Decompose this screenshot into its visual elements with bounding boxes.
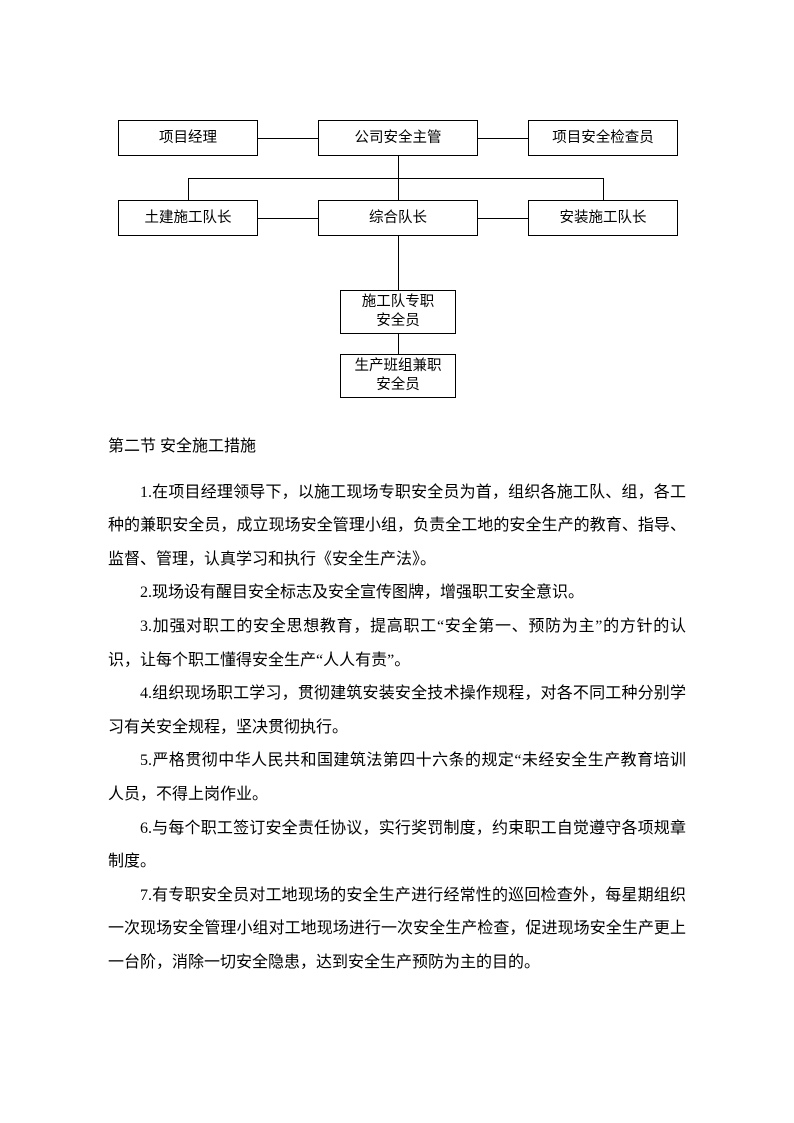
paragraph-text: 6.与每个职工签订安全责任协议，实行奖罚制度，约束职工自觉遵守各项规章制度。 <box>108 820 686 871</box>
node-label: 生产班组兼职 安全员 <box>355 357 442 395</box>
connector <box>188 178 189 200</box>
node-label: 公司安全主管 <box>355 129 442 148</box>
connector <box>398 334 399 354</box>
node-label: 项目经理 <box>159 129 217 148</box>
connector <box>398 178 399 200</box>
node-label: 施工队专职 安全员 <box>362 293 435 331</box>
node-general-leader: 综合队长 <box>318 200 478 236</box>
node-label: 土建施工队长 <box>145 209 232 228</box>
paragraph: 2.现场设有醒目安全标志及安全宣传图牌，增强职工安全意识。 <box>108 576 686 610</box>
node-safety-inspector: 项目安全检查员 <box>528 120 678 156</box>
node-label: 安装施工队长 <box>560 209 647 228</box>
connector <box>258 218 318 219</box>
connector <box>398 236 399 290</box>
connector <box>478 218 528 219</box>
paragraph-text: 4.组织现场职工学习，贯彻建筑安装安全技术操作规程，对各不同工种分别学习有关安全… <box>108 685 686 736</box>
node-project-manager: 项目经理 <box>118 120 258 156</box>
node-label: 项目安全检查员 <box>552 129 654 148</box>
section-title: 第二节 安全施工措施 <box>108 430 686 464</box>
paragraph-text: 5.严格贯彻中华人民共和国建筑法第四十六条的规定“未经安全生产教育培训人员，不得… <box>108 752 686 803</box>
paragraph-text: 7.有专职安全员对工地现场的安全生产进行经常性的巡回检查外，每星期组织一次现场安… <box>108 887 686 971</box>
node-install-leader: 安装施工队长 <box>528 200 678 236</box>
connector <box>258 138 318 139</box>
connector <box>398 156 399 178</box>
connector <box>478 138 528 139</box>
paragraph: 4.组织现场职工学习，贯彻建筑安装安全技术操作规程，对各不同工种分别学习有关安全… <box>108 677 686 744</box>
paragraph: 1.在项目经理领导下，以施工现场专职安全员为首，组织各施工队、组，各工种的兼职安… <box>108 476 686 577</box>
connector <box>603 178 604 200</box>
node-civil-leader: 土建施工队长 <box>118 200 258 236</box>
node-team-safety-officer: 施工队专职 安全员 <box>340 290 456 334</box>
node-safety-director: 公司安全主管 <box>318 120 478 156</box>
paragraph: 7.有专职安全员对工地现场的安全生产进行经常性的巡回检查外，每星期组织一次现场安… <box>108 879 686 980</box>
paragraph-text: 2.现场设有醒目安全标志及安全宣传图牌，增强职工安全意识。 <box>140 584 584 601</box>
paragraph-text: 3.加强对职工的安全思想教育，提高职工“安全第一、预防为主”的方针的认识，让每个… <box>108 618 686 669</box>
org-chart: 项目经理 公司安全主管 项目安全检查员 土建施工队长 综合队长 安装施工队长 施… <box>108 100 688 420</box>
node-label: 综合队长 <box>369 209 427 228</box>
paragraph: 3.加强对职工的安全思想教育，提高职工“安全第一、预防为主”的方针的认识，让每个… <box>108 610 686 677</box>
connector <box>188 178 603 179</box>
node-group-safety-officer: 生产班组兼职 安全员 <box>340 354 456 398</box>
paragraph: 5.严格贯彻中华人民共和国建筑法第四十六条的规定“未经安全生产教育培训人员，不得… <box>108 744 686 811</box>
paragraph: 6.与每个职工签订安全责任协议，实行奖罚制度，约束职工自觉遵守各项规章制度。 <box>108 812 686 879</box>
paragraph-text: 1.在项目经理领导下，以施工现场专职安全员为首，组织各施工队、组，各工种的兼职安… <box>108 484 686 568</box>
section-title-text: 第二节 安全施工措施 <box>108 438 256 455</box>
